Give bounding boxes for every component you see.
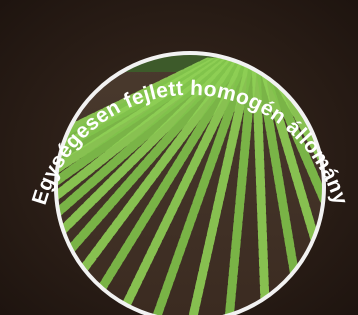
scene: Egységesen fejlett homogén állomány — [0, 0, 358, 315]
page: Egységesen fejlett homogén állomány (() … — [0, 0, 358, 315]
